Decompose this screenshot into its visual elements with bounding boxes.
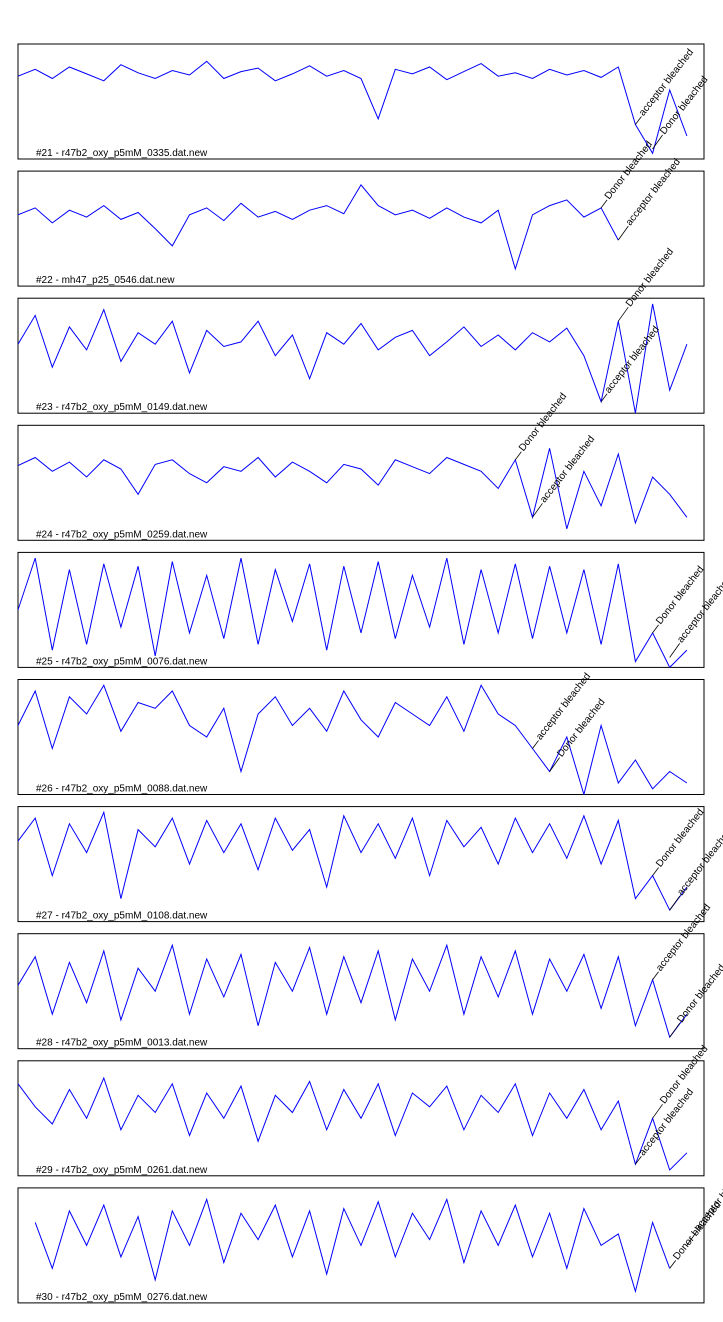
annotation-arrow bbox=[652, 1104, 663, 1119]
annotation-arrow bbox=[635, 1156, 642, 1165]
annotation-arrow bbox=[600, 393, 608, 402]
trace-label: #22 - mh47_p25_0546.dat.new bbox=[36, 275, 175, 286]
plot-frame bbox=[17, 551, 705, 668]
plot-frame bbox=[17, 933, 705, 1050]
annotation-arrow bbox=[669, 643, 681, 658]
annotation-arrow bbox=[532, 740, 539, 749]
plot-frame bbox=[17, 43, 705, 160]
trace-label: #21 - r47b2_oxy_p5mM_0335.dat.new bbox=[36, 148, 208, 159]
trace bbox=[18, 60, 688, 155]
trace bbox=[18, 943, 688, 1039]
annotation-arrow bbox=[669, 895, 681, 911]
trace-label: #30 - r47b2_oxy_p5mM_0276.dat.new bbox=[36, 1292, 208, 1303]
plot-frame bbox=[17, 297, 705, 414]
annotation-arrow bbox=[669, 1022, 681, 1038]
plot-frame bbox=[17, 806, 705, 923]
plot-frame bbox=[17, 679, 705, 795]
trace bbox=[18, 448, 688, 529]
annotation-arrow bbox=[549, 757, 560, 772]
annotation-arrow bbox=[652, 624, 659, 634]
trace bbox=[18, 1076, 688, 1171]
annotation-arrow bbox=[635, 116, 642, 125]
annotation-arrow bbox=[617, 306, 629, 322]
trace bbox=[18, 303, 688, 414]
annotation-arrow bbox=[669, 1260, 677, 1269]
trace-label: #27 - r47b2_oxy_p5mM_0108.dat.new bbox=[36, 911, 208, 922]
annotation-arrow bbox=[600, 199, 608, 209]
trace bbox=[18, 810, 688, 912]
annotation-arrow bbox=[652, 134, 663, 150]
annotation-arrow bbox=[652, 867, 659, 876]
trace-label: #26 - r47b2_oxy_p5mM_0088.dat.new bbox=[36, 784, 208, 795]
trace bbox=[18, 184, 619, 271]
trace bbox=[18, 684, 688, 795]
plot-frame bbox=[17, 424, 705, 541]
annotation-arrow bbox=[515, 451, 522, 461]
trace bbox=[18, 557, 688, 668]
annotation-arrow bbox=[652, 971, 659, 980]
trace-label: #28 - r47b2_oxy_p5mM_0013.dat.new bbox=[36, 1038, 208, 1049]
annotation-arrow bbox=[617, 225, 629, 241]
trace-label: #23 - r47b2_oxy_p5mM_0149.dat.new bbox=[36, 402, 208, 413]
annotation-arrow bbox=[686, 1231, 698, 1246]
annotation-arrow bbox=[532, 503, 543, 518]
trace-label: #25 - r47b2_oxy_p5mM_0076.dat.new bbox=[36, 656, 208, 667]
trace-label: #24 - r47b2_oxy_p5mM_0259.dat.new bbox=[36, 529, 208, 540]
trace-label: #29 - r47b2_oxy_p5mM_0261.dat.new bbox=[36, 1165, 208, 1176]
trace bbox=[34, 1197, 671, 1294]
plot-frame bbox=[17, 170, 705, 287]
